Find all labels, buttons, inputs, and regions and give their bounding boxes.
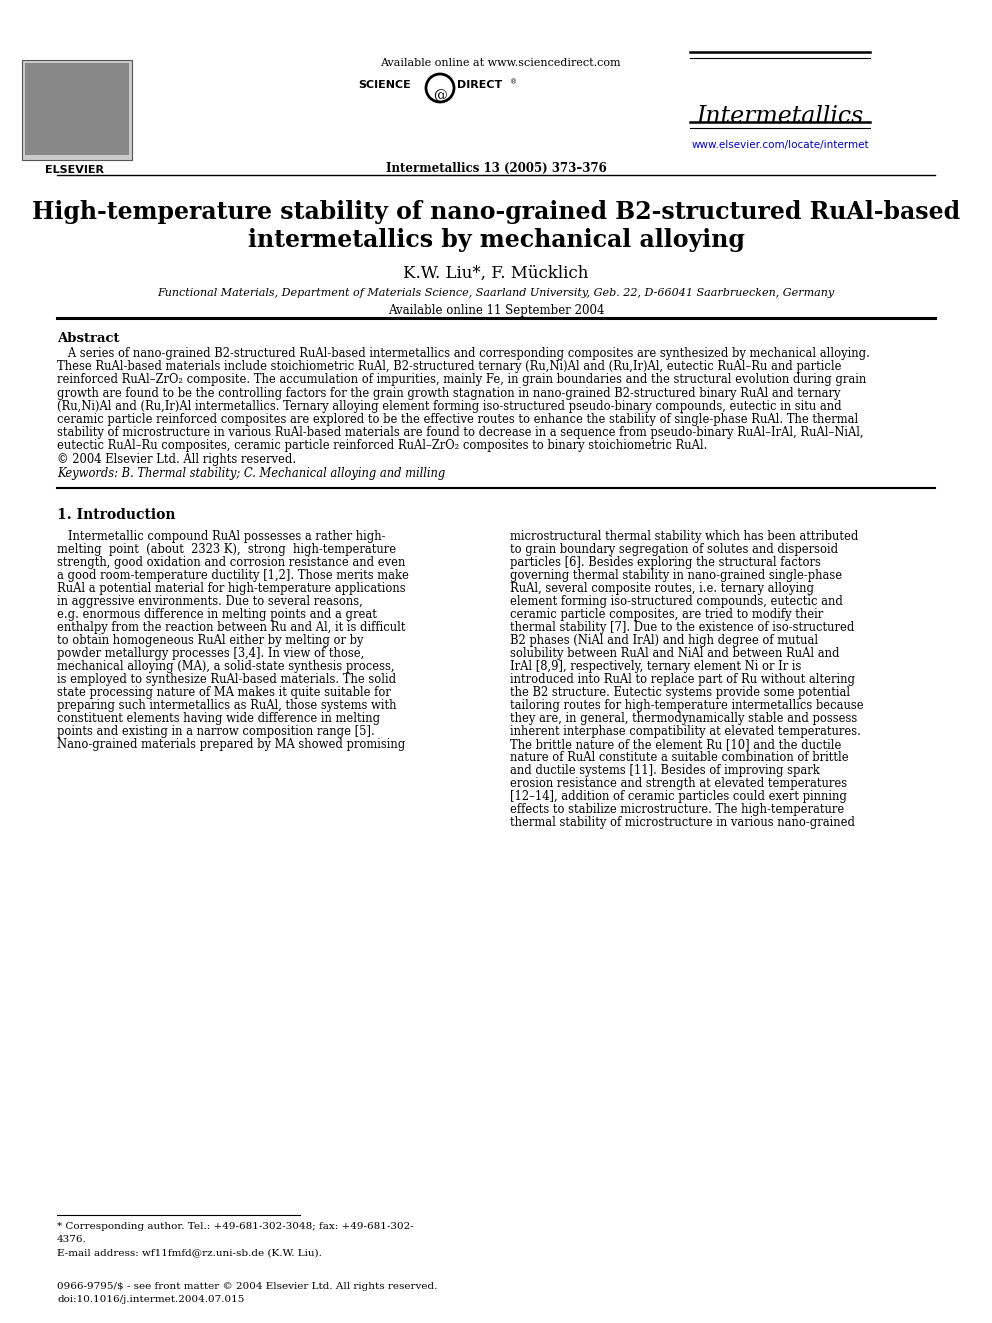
Text: powder metallurgy processes [3,4]. In view of those,: powder metallurgy processes [3,4]. In vi… [57, 647, 364, 660]
Text: These RuAl-based materials include stoichiometric RuAl, B2-structured ternary (R: These RuAl-based materials include stoic… [57, 360, 841, 373]
Text: Intermetallics: Intermetallics [696, 105, 864, 128]
Text: ®: ® [510, 79, 517, 85]
Text: is employed to synthesize RuAl-based materials. The solid: is employed to synthesize RuAl-based mat… [57, 673, 396, 687]
Text: K.W. Liu*, F. Mücklich: K.W. Liu*, F. Mücklich [404, 265, 588, 282]
Text: nature of RuAl constitute a suitable combination of brittle: nature of RuAl constitute a suitable com… [510, 751, 848, 763]
Text: reinforced RuAl–ZrO₂ composite. The accumulation of impurities, mainly Fe, in gr: reinforced RuAl–ZrO₂ composite. The accu… [57, 373, 866, 386]
Text: Available online at www.sciencedirect.com: Available online at www.sciencedirect.co… [380, 58, 621, 67]
Text: solubility between RuAl and NiAl and between RuAl and: solubility between RuAl and NiAl and bet… [510, 647, 839, 660]
Text: High-temperature stability of nano-grained B2-structured RuAl-based: High-temperature stability of nano-grain… [32, 200, 960, 224]
Bar [25, 64, 129, 155]
Text: inherent interphase compatibility at elevated temperatures.: inherent interphase compatibility at ele… [510, 725, 861, 738]
Text: intermetallics by mechanical alloying: intermetallics by mechanical alloying [248, 228, 744, 251]
Text: ceramic particle composites, are tried to modify their: ceramic particle composites, are tried t… [510, 609, 823, 620]
Text: SCIENCE: SCIENCE [358, 79, 411, 90]
Text: introduced into RuAl to replace part of Ru without altering: introduced into RuAl to replace part of … [510, 673, 855, 687]
Text: thermal stability of microstructure in various nano-grained: thermal stability of microstructure in v… [510, 816, 855, 830]
Text: Intermetallics 13 (2005) 373–376: Intermetallics 13 (2005) 373–376 [386, 161, 606, 175]
Text: stability of microstructure in various RuAl-based materials are found to decreas: stability of microstructure in various R… [57, 426, 864, 439]
Text: DIRECT: DIRECT [457, 79, 502, 90]
Text: The brittle nature of the element Ru [10] and the ductile: The brittle nature of the element Ru [10… [510, 738, 841, 751]
Text: RuAl, several composite routes, i.e. ternary alloying: RuAl, several composite routes, i.e. ter… [510, 582, 814, 595]
Text: Functional Materials, Department of Materials Science, Saarland University, Geb.: Functional Materials, Department of Mate… [158, 288, 834, 298]
Text: element forming iso-structured compounds, eutectic and: element forming iso-structured compounds… [510, 595, 843, 609]
Text: Intermetallic compound RuAl possesses a rather high-: Intermetallic compound RuAl possesses a … [57, 531, 386, 542]
Text: 4376.: 4376. [57, 1234, 86, 1244]
Text: mechanical alloying (MA), a solid-state synthesis process,: mechanical alloying (MA), a solid-state … [57, 660, 395, 673]
Text: ELSEVIER: ELSEVIER [46, 165, 104, 175]
Text: A series of nano-grained B2-structured RuAl-based intermetallics and correspondi: A series of nano-grained B2-structured R… [57, 347, 870, 360]
Text: Available online 11 September 2004: Available online 11 September 2004 [388, 304, 604, 318]
Text: state processing nature of MA makes it quite suitable for: state processing nature of MA makes it q… [57, 687, 391, 699]
Text: erosion resistance and strength at elevated temperatures: erosion resistance and strength at eleva… [510, 777, 847, 790]
Text: tailoring routes for high-temperature intermetallics because: tailoring routes for high-temperature in… [510, 699, 864, 712]
Text: the B2 structure. Eutectic systems provide some potential: the B2 structure. Eutectic systems provi… [510, 687, 850, 699]
Text: Keywords: B. Thermal stability; C. Mechanical alloying and milling: Keywords: B. Thermal stability; C. Mecha… [57, 467, 445, 480]
Text: @: @ [434, 89, 447, 102]
Text: melting  point  (about  2323 K),  strong  high-temperature: melting point (about 2323 K), strong hig… [57, 542, 396, 556]
Text: 0966-9795/$ - see front matter © 2004 Elsevier Ltd. All rights reserved.: 0966-9795/$ - see front matter © 2004 El… [57, 1282, 437, 1291]
Text: B2 phases (NiAl and IrAl) and high degree of mutual: B2 phases (NiAl and IrAl) and high degre… [510, 634, 818, 647]
Text: to grain boundary segregation of solutes and dispersoid: to grain boundary segregation of solutes… [510, 542, 838, 556]
Text: Abstract: Abstract [57, 332, 119, 345]
Text: © 2004 Elsevier Ltd. All rights reserved.: © 2004 Elsevier Ltd. All rights reserved… [57, 452, 297, 466]
Text: and ductile systems [11]. Besides of improving spark: and ductile systems [11]. Besides of imp… [510, 763, 819, 777]
Text: ceramic particle reinforced composites are explored to be the effective routes t: ceramic particle reinforced composites a… [57, 413, 858, 426]
Text: preparing such intermetallics as RuAl, those systems with: preparing such intermetallics as RuAl, t… [57, 699, 397, 712]
Text: Nano-grained materials prepared by MA showed promising: Nano-grained materials prepared by MA sh… [57, 738, 406, 751]
Text: * Corresponding author. Tel.: +49-681-302-3048; fax: +49-681-302-: * Corresponding author. Tel.: +49-681-30… [57, 1222, 414, 1230]
Text: thermal stability [7]. Due to the existence of iso-structured: thermal stability [7]. Due to the existe… [510, 620, 854, 634]
Text: governing thermal stability in nano-grained single-phase: governing thermal stability in nano-grai… [510, 569, 842, 582]
Text: (Ru,Ni)Al and (Ru,Ir)Al intermetallics. Ternary alloying element forming iso-str: (Ru,Ni)Al and (Ru,Ir)Al intermetallics. … [57, 400, 841, 413]
Text: RuAl a potential material for high-temperature applications: RuAl a potential material for high-tempe… [57, 582, 406, 595]
Text: enthalpy from the reaction between Ru and Al, it is difficult: enthalpy from the reaction between Ru an… [57, 620, 406, 634]
Text: points and existing in a narrow composition range [5].: points and existing in a narrow composit… [57, 725, 375, 738]
Text: e.g. enormous difference in melting points and a great: e.g. enormous difference in melting poin… [57, 609, 377, 620]
Text: constituent elements having wide difference in melting: constituent elements having wide differe… [57, 712, 380, 725]
Text: to obtain homogeneous RuAl either by melting or by: to obtain homogeneous RuAl either by mel… [57, 634, 363, 647]
Text: microstructural thermal stability which has been attributed: microstructural thermal stability which … [510, 531, 858, 542]
Text: in aggressive environments. Due to several reasons,: in aggressive environments. Due to sever… [57, 595, 363, 609]
Text: they are, in general, thermodynamically stable and possess: they are, in general, thermodynamically … [510, 712, 857, 725]
Text: E-mail address: wf11fmfd@rz.uni-sb.de (K.W. Liu).: E-mail address: wf11fmfd@rz.uni-sb.de (K… [57, 1248, 321, 1257]
Bar [22, 60, 132, 160]
Text: particles [6]. Besides exploring the structural factors: particles [6]. Besides exploring the str… [510, 556, 820, 569]
Text: effects to stabilize microstructure. The high-temperature: effects to stabilize microstructure. The… [510, 803, 844, 816]
Text: growth are found to be the controlling factors for the grain growth stagnation i: growth are found to be the controlling f… [57, 386, 840, 400]
Text: strength, good oxidation and corrosion resistance and even: strength, good oxidation and corrosion r… [57, 556, 406, 569]
Text: doi:10.1016/j.intermet.2004.07.015: doi:10.1016/j.intermet.2004.07.015 [57, 1295, 244, 1304]
Text: eutectic RuAl–Ru composites, ceramic particle reinforced RuAl–ZrO₂ composites to: eutectic RuAl–Ru composites, ceramic par… [57, 439, 707, 452]
Text: 1. Introduction: 1. Introduction [57, 508, 176, 523]
Text: www.elsevier.com/locate/intermet: www.elsevier.com/locate/intermet [691, 140, 869, 149]
Text: a good room-temperature ductility [1,2]. Those merits make: a good room-temperature ductility [1,2].… [57, 569, 409, 582]
Text: [12–14], addition of ceramic particles could exert pinning: [12–14], addition of ceramic particles c… [510, 790, 847, 803]
Text: IrAl [8,9], respectively, ternary element Ni or Ir is: IrAl [8,9], respectively, ternary elemen… [510, 660, 802, 673]
